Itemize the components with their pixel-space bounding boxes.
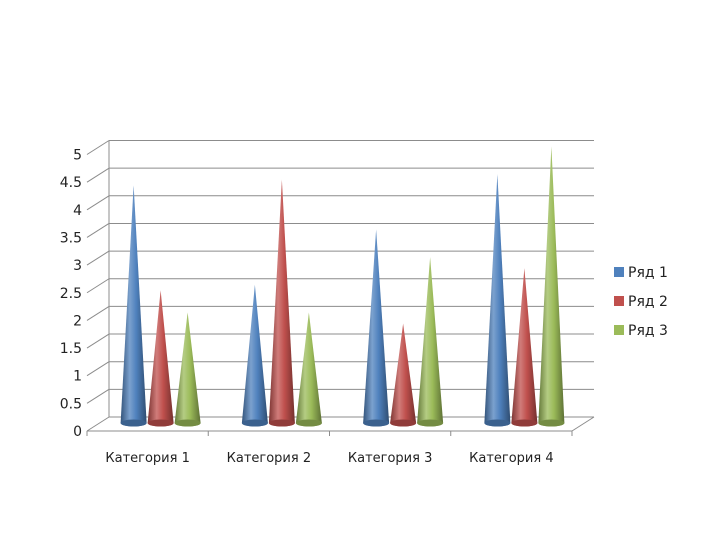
legend-label: Ряд 3 (628, 323, 668, 339)
gridline-depth (86, 416, 110, 432)
gridline-depth (86, 388, 110, 404)
legend: Ряд 1 Ряд 2 Ряд 3 (614, 265, 668, 339)
category-label: Категория 2 (227, 451, 311, 466)
y-tick-labels: 0 0.5 1 1.5 2 2.5 3 3.5 4 4.5 5 (60, 148, 82, 441)
cone-3-1 (174, 312, 201, 427)
gridline-depth (86, 223, 110, 238)
y-tick-label: 4 (73, 203, 82, 219)
cone-3-2 (295, 312, 322, 427)
y-tick-label: 3.5 (60, 230, 82, 246)
cone-1-3 (363, 229, 390, 427)
gridline-depth (86, 305, 110, 321)
cone-1-1 (120, 185, 147, 427)
cone-2-2 (268, 179, 295, 427)
y-tick-label: 4.5 (60, 175, 82, 191)
cone-2-4 (511, 268, 538, 427)
category-labels: Категория 1 Категория 2 Категория 3 Категор… (105, 451, 553, 466)
floor-edge (571, 416, 595, 432)
gridlines (86, 140, 594, 432)
y-tick-label: 0.5 (60, 396, 82, 412)
legend-swatch (614, 325, 624, 335)
gridline-depth (86, 195, 110, 211)
gridline-depth (86, 140, 110, 155)
y-tick-label: 1 (73, 369, 82, 385)
category-label: Категория 3 (348, 451, 432, 466)
legend-label: Ряд 2 (628, 294, 668, 310)
gridline-depth (86, 333, 110, 349)
cone-1-2 (241, 284, 268, 427)
y-tick-label: 5 (73, 148, 82, 164)
cone-3-3 (417, 257, 444, 427)
cone-2-1 (147, 290, 174, 427)
gridline-depth (86, 278, 110, 294)
y-tick-label: 2 (73, 313, 82, 329)
legend-swatch (614, 267, 624, 277)
y-tick-label: 2.5 (60, 286, 82, 302)
cone-1-4 (484, 174, 511, 427)
gridline-depth (86, 250, 110, 266)
cone-series (120, 146, 565, 427)
category-label: Категория 1 (105, 451, 189, 466)
y-tick-label: 1.5 (60, 341, 82, 357)
legend-label: Ряд 1 (628, 265, 668, 281)
gridline-depth (86, 167, 110, 183)
legend-swatch (614, 296, 624, 306)
category-label: Категория 4 (469, 451, 553, 466)
y-tick-label: 0 (73, 424, 82, 440)
gridline-depth (86, 361, 110, 377)
axes (86, 140, 595, 436)
y-tick-label: 3 (73, 258, 82, 274)
cone-2-3 (390, 323, 417, 427)
cone-3-4 (538, 146, 565, 427)
